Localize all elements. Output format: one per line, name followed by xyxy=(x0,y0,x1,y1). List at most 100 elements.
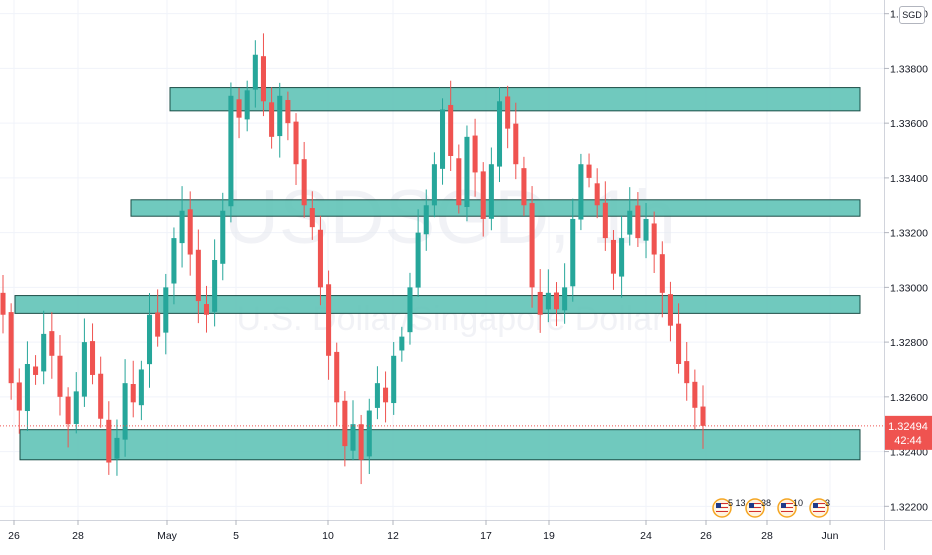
candle xyxy=(0,274,6,334)
candle xyxy=(440,98,446,185)
candle xyxy=(643,202,649,259)
support-resistance-zone[interactable] xyxy=(14,295,861,314)
candle xyxy=(269,87,275,149)
y-tick-label: 1.33800 xyxy=(890,63,928,75)
candle-body xyxy=(659,254,665,293)
candle xyxy=(350,400,356,461)
watermark-symbol: USDSGD, 1h xyxy=(224,175,676,260)
candle-body xyxy=(529,203,535,288)
candle xyxy=(114,419,120,476)
y-tick-label: 1.33000 xyxy=(890,282,928,294)
candle xyxy=(456,144,462,214)
candle xyxy=(374,366,380,420)
candle-body xyxy=(98,373,104,419)
candle-body xyxy=(464,136,470,208)
candle-body xyxy=(8,312,14,384)
candle xyxy=(570,198,576,302)
candle xyxy=(391,341,397,415)
candle-body xyxy=(155,312,161,337)
candle xyxy=(496,86,503,183)
candle-body xyxy=(399,336,405,351)
candle-body xyxy=(90,341,96,375)
candle xyxy=(236,87,242,139)
candle xyxy=(692,369,698,430)
candle xyxy=(684,342,690,401)
candle-body xyxy=(619,238,625,277)
candle xyxy=(521,156,527,216)
candle xyxy=(562,263,568,324)
candles-layer xyxy=(0,33,706,485)
candle-body xyxy=(49,331,55,356)
candle-body xyxy=(407,287,413,333)
candle-body xyxy=(578,164,584,220)
current-price-label-bg xyxy=(885,415,932,450)
candle xyxy=(334,342,340,426)
candle xyxy=(619,216,625,298)
candle-body xyxy=(260,56,266,102)
x-tick-label: May xyxy=(157,530,178,542)
economic-event-marker[interactable]: 5 13 xyxy=(712,498,746,518)
candle-body xyxy=(195,249,201,302)
candle-body xyxy=(562,287,568,311)
x-tick-label: 17 xyxy=(480,530,492,542)
candle xyxy=(594,168,600,219)
candle-body xyxy=(228,95,234,207)
candle-body xyxy=(374,383,380,408)
event-count: 10 xyxy=(793,498,803,508)
candle-body xyxy=(203,304,210,315)
candle-body xyxy=(692,381,698,408)
bar-countdown: 42:44 xyxy=(894,435,922,447)
event-count: 38 xyxy=(761,498,771,508)
candle xyxy=(309,191,315,240)
candle-body xyxy=(334,351,340,403)
candle xyxy=(171,227,177,305)
candle xyxy=(252,40,258,108)
candle-body xyxy=(545,292,551,310)
x-tick-label: 5 xyxy=(233,530,239,542)
candle-body xyxy=(301,159,307,206)
candle-body xyxy=(122,383,128,440)
candle-body xyxy=(651,223,657,255)
candle-body xyxy=(342,400,348,447)
candle-body xyxy=(472,135,478,173)
candle-body xyxy=(171,238,177,284)
candle-body xyxy=(505,96,511,129)
us-flag-icon xyxy=(716,503,728,512)
candle-body xyxy=(350,424,356,451)
economic-event-marker[interactable]: 3 xyxy=(809,498,830,518)
y-tick-label: 1.32800 xyxy=(890,337,928,349)
x-tick-label: 28 xyxy=(761,530,773,542)
support-resistance-zone[interactable] xyxy=(19,429,861,461)
economic-event-marker[interactable]: 38 xyxy=(745,498,771,518)
candle xyxy=(195,229,201,324)
candle xyxy=(326,270,332,380)
candle xyxy=(260,33,266,117)
economic-events[interactable]: 5 13 38 10 3 xyxy=(712,498,830,518)
support-resistance-zone[interactable] xyxy=(169,87,861,112)
candle-body xyxy=(448,104,454,156)
candle xyxy=(41,310,47,385)
candle xyxy=(553,282,560,327)
candle xyxy=(602,181,608,251)
candle-body xyxy=(537,291,543,315)
currency-button[interactable]: SGD xyxy=(899,6,925,24)
candle xyxy=(383,371,389,423)
y-tick-label: 1.32200 xyxy=(890,501,928,513)
candle xyxy=(24,341,30,432)
candle xyxy=(488,147,494,231)
candle-body xyxy=(586,164,592,178)
candle xyxy=(342,391,348,467)
support-resistance-zone[interactable] xyxy=(130,199,861,217)
candle-body xyxy=(252,54,258,90)
us-flag-icon xyxy=(749,503,761,512)
candle xyxy=(130,360,136,418)
x-tick-label: 24 xyxy=(640,530,652,542)
candle xyxy=(81,318,87,407)
candle-body xyxy=(488,164,494,219)
candle-body xyxy=(602,202,608,239)
us-flag-icon xyxy=(813,503,825,512)
economic-event-marker[interactable]: 10 xyxy=(777,498,803,518)
time-axis[interactable]: 26 28 May 5 10 12 17 19 24 26 28 Jun xyxy=(8,520,839,542)
